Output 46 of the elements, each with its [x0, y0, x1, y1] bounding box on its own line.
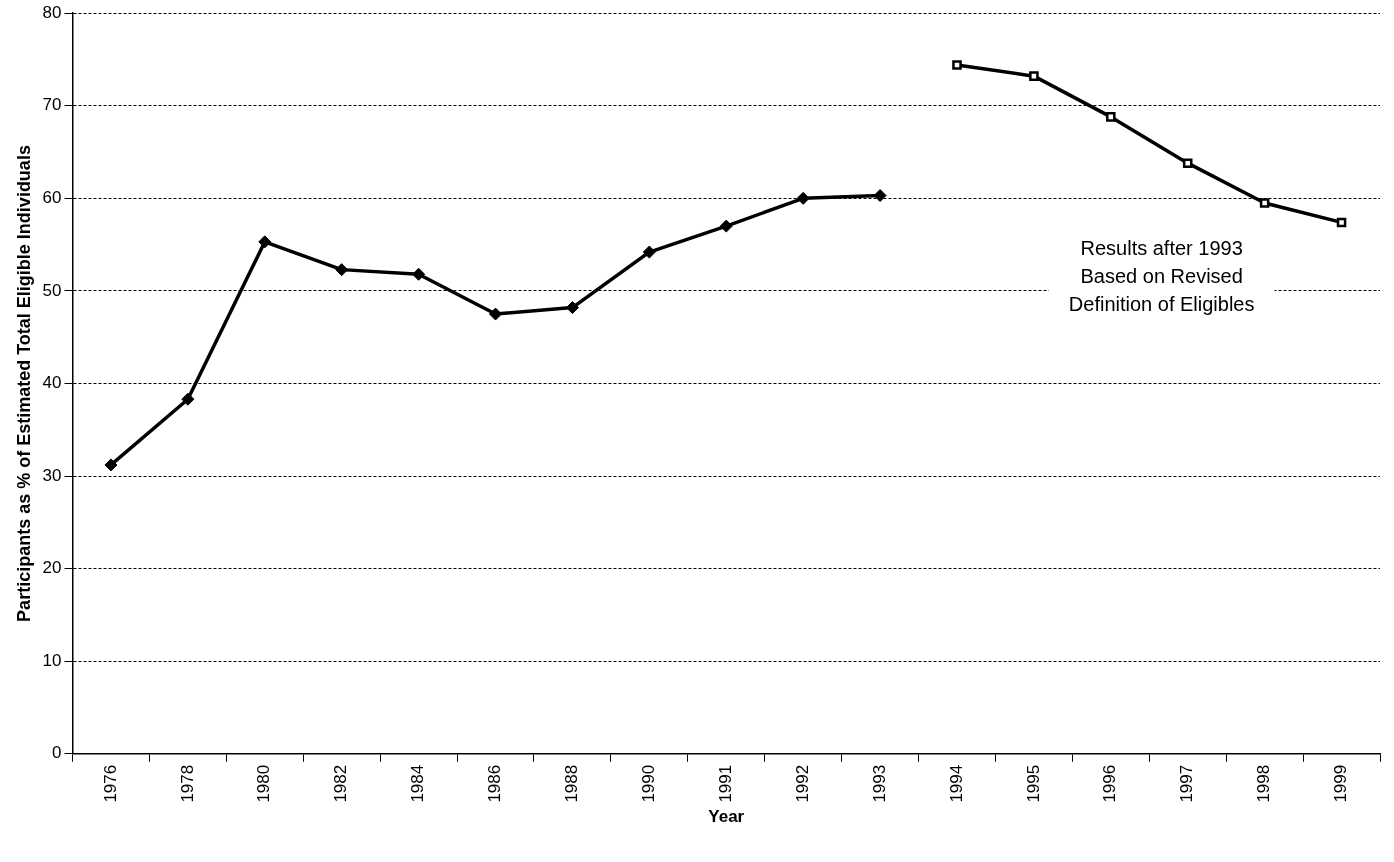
- x-tick-label: 1992: [792, 764, 812, 803]
- point: [104, 458, 118, 472]
- point: [1259, 198, 1270, 208]
- point: [1106, 112, 1116, 122]
- x-tick-label: 1993: [869, 764, 889, 803]
- y-tick-label: 70: [42, 95, 62, 115]
- x-axis-title: Year: [708, 807, 745, 827]
- x-tick-label: 1999: [1331, 764, 1351, 803]
- y-tick-label: 0: [52, 743, 62, 763]
- y-tick-label: 40: [42, 373, 62, 393]
- point: [1029, 71, 1039, 81]
- x-tick-label: 1988: [562, 764, 582, 803]
- x-tick-label: 1982: [331, 764, 351, 803]
- point: [1182, 158, 1193, 168]
- y-tick-label: 30: [42, 465, 62, 485]
- point: [873, 189, 887, 203]
- point: [258, 235, 272, 249]
- point: [719, 219, 733, 233]
- x-tick-label: 1996: [1100, 764, 1120, 803]
- point: [1336, 217, 1347, 228]
- y-tick-label: 50: [42, 280, 62, 300]
- point: [335, 263, 349, 277]
- x-tick-label: 1994: [946, 764, 966, 803]
- point: [642, 245, 656, 259]
- point: [412, 267, 426, 281]
- y-tick-label: 20: [42, 558, 62, 578]
- point: [796, 191, 810, 205]
- point: [952, 60, 962, 70]
- annotation: Results after 1993 Based on Revised Definition of Eligibles: [1068, 236, 1255, 315]
- x-tick-label: 1995: [1023, 764, 1043, 803]
- point: [489, 307, 503, 321]
- x-tick-label: 1978: [177, 764, 197, 803]
- x-tick-label: 1980: [254, 764, 274, 803]
- y-tick-label: 10: [42, 650, 62, 670]
- x-tick-label: 1998: [1254, 764, 1274, 803]
- x-tick-label: 1991: [715, 764, 735, 803]
- point: [565, 301, 579, 315]
- y-tick-label: 60: [42, 188, 62, 208]
- point: [181, 392, 195, 406]
- x-tick-label: 1976: [100, 764, 120, 803]
- x-tick-label: 1990: [639, 764, 659, 803]
- y-tick-label: 80: [42, 2, 62, 22]
- x-tick-label: 1984: [408, 764, 428, 803]
- x-tick-label: 1997: [1177, 764, 1197, 803]
- x-tick-label: 1986: [485, 764, 505, 803]
- y-axis-title: Participants as % of Estimated Total Eligible Individuals: [13, 145, 34, 622]
